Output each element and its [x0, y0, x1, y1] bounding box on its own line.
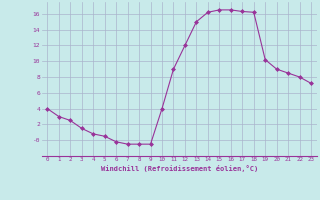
X-axis label: Windchill (Refroidissement éolien,°C): Windchill (Refroidissement éolien,°C) [100, 165, 258, 172]
